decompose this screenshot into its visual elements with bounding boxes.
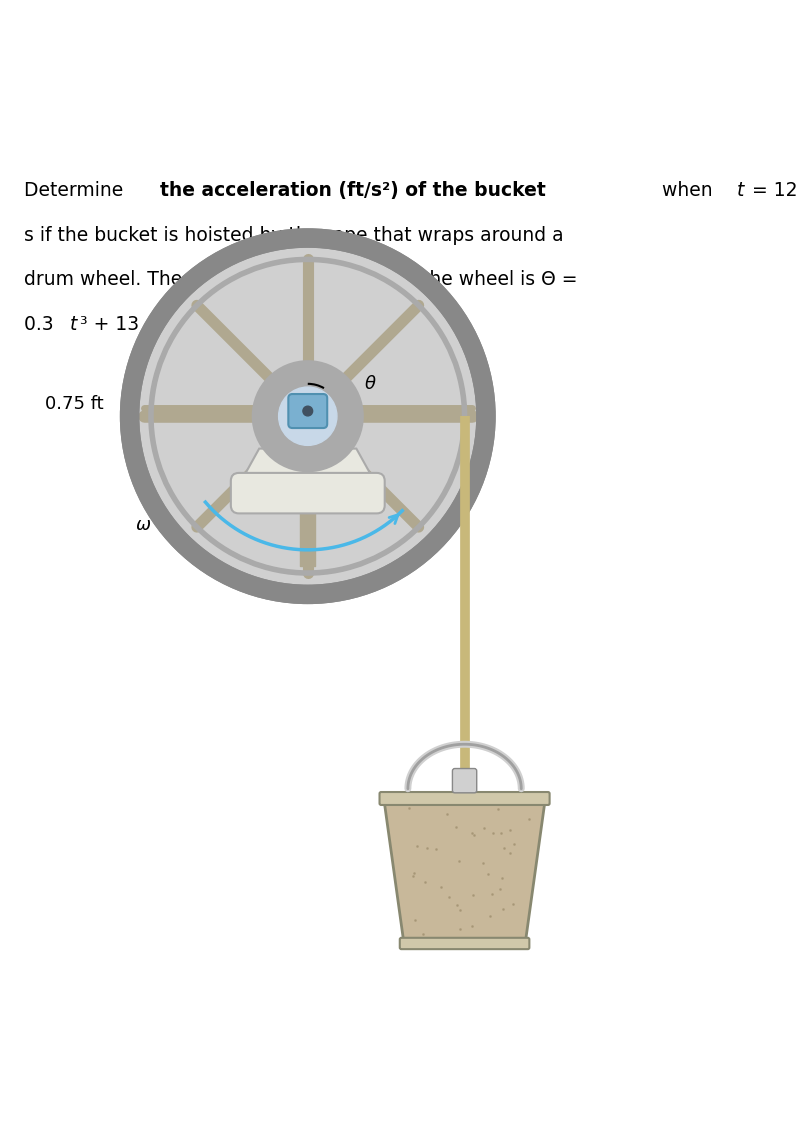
FancyBboxPatch shape bbox=[288, 395, 327, 428]
Text: 0.3: 0.3 bbox=[24, 315, 60, 334]
Circle shape bbox=[130, 238, 485, 595]
Circle shape bbox=[253, 362, 362, 471]
Circle shape bbox=[303, 406, 312, 416]
Circle shape bbox=[278, 387, 337, 445]
Text: t: t bbox=[163, 315, 170, 334]
Text: ω: ω bbox=[135, 516, 151, 534]
FancyBboxPatch shape bbox=[379, 792, 549, 805]
Text: = 12: = 12 bbox=[745, 181, 797, 200]
FancyBboxPatch shape bbox=[399, 937, 529, 949]
Text: the acceleration (ft/s²) of the bucket: the acceleration (ft/s²) of the bucket bbox=[160, 181, 545, 200]
Text: t: t bbox=[736, 181, 744, 200]
Text: ³ + 13: ³ + 13 bbox=[79, 315, 144, 334]
Text: drum wheel. The angular displacement of the wheel is Θ =: drum wheel. The angular displacement of … bbox=[24, 271, 577, 289]
Text: s if the bucket is hoisted by the rope that wraps around a: s if the bucket is hoisted by the rope t… bbox=[24, 226, 563, 245]
Text: is in seconds.: is in seconds. bbox=[335, 315, 467, 334]
Polygon shape bbox=[383, 797, 545, 943]
Polygon shape bbox=[238, 448, 376, 486]
Text: t: t bbox=[326, 315, 333, 334]
Text: 0.75 ft: 0.75 ft bbox=[45, 395, 103, 413]
FancyBboxPatch shape bbox=[230, 473, 384, 514]
FancyBboxPatch shape bbox=[452, 769, 476, 792]
Text: Determine: Determine bbox=[24, 181, 130, 200]
Text: rad, where: rad, where bbox=[173, 315, 292, 334]
Text: t: t bbox=[70, 315, 77, 334]
Text: when: when bbox=[655, 181, 718, 200]
Text: θ: θ bbox=[364, 374, 375, 392]
